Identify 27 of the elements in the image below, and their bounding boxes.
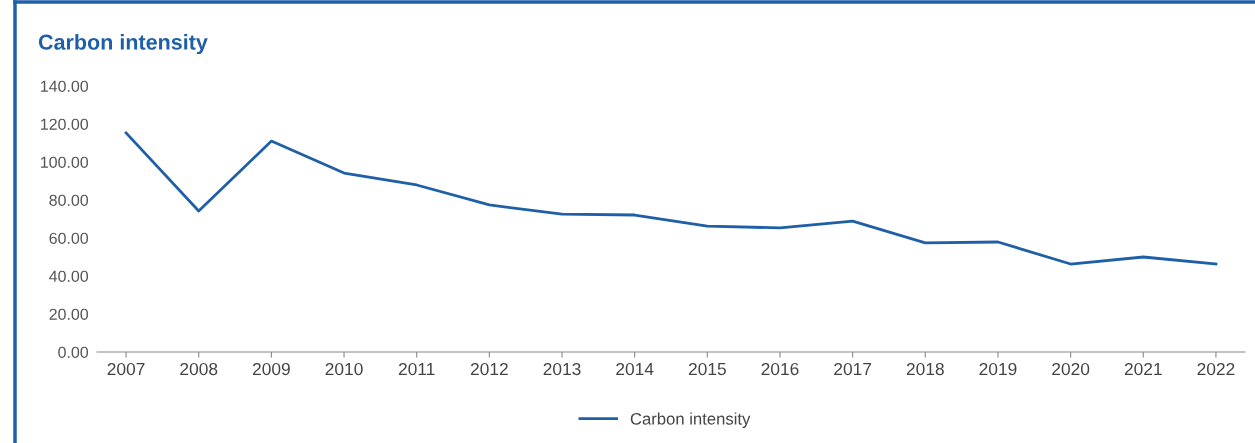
y-tick-label: 120.00: [41, 118, 89, 130]
y-tick-label: 0.00: [58, 346, 89, 358]
y-tick-label: 40.00: [49, 270, 89, 282]
x-tick-label: 2017: [834, 362, 872, 376]
x-tick-label: 2015: [688, 362, 726, 376]
x-tick-label: 2008: [180, 362, 218, 376]
legend-label: Carbon intensity: [630, 412, 751, 428]
x-tick-label: 2019: [979, 362, 1017, 376]
x-tick-label: 2022: [1197, 362, 1235, 376]
y-tick-label: 80.00: [49, 194, 89, 206]
y-tick-label: 140.00: [41, 80, 89, 92]
y-tick-label: 60.00: [49, 232, 89, 244]
x-tick-label: 2010: [325, 362, 363, 376]
x-tick-label: 2013: [543, 362, 581, 376]
x-tick-label: 2012: [470, 362, 508, 376]
y-tick-label: 100.00: [41, 156, 89, 168]
x-tick-label: 2018: [906, 362, 944, 376]
line-series: [124, 131, 1218, 266]
x-tick-label: 2007: [107, 362, 145, 376]
y-tick-label: 20.00: [49, 308, 89, 320]
x-tick-label: 2011: [398, 362, 435, 376]
chart-title: Carbon intensity: [38, 33, 208, 55]
x-tick-label: 2014: [616, 362, 654, 376]
x-tick-label: 2016: [761, 362, 799, 376]
x-tick-label: 2009: [252, 362, 290, 376]
x-tick-label: 2021: [1124, 362, 1162, 376]
x-tick-label: 2020: [1052, 362, 1090, 376]
